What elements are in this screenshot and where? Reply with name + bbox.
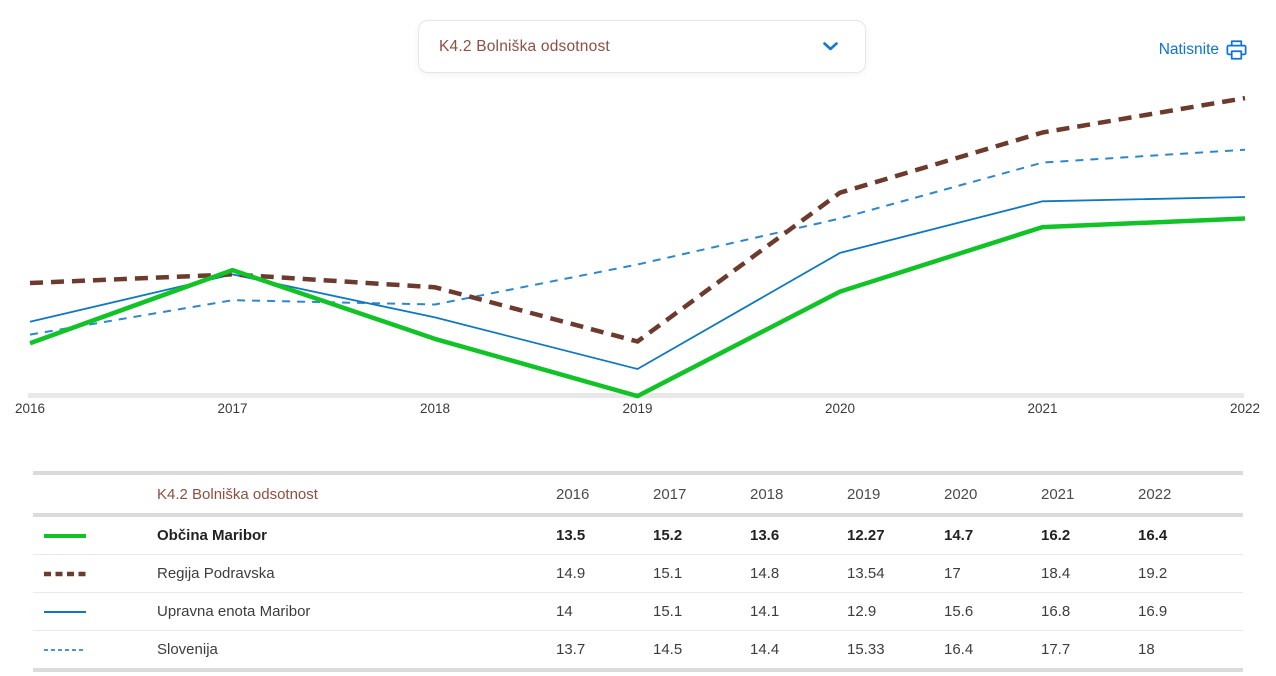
table-column-header: 2018 (750, 485, 784, 503)
x-axis-tick-label: 2020 (825, 401, 855, 416)
x-axis-tick-label: 2016 (15, 401, 45, 416)
table-row: Slovenija 13.7 14.5 14.4 15.33 16.4 17.7 18 (33, 631, 1243, 672)
series-value: 12.9 (847, 603, 877, 620)
series-value: 15.1 (653, 565, 683, 582)
x-axis-tick-label: 2018 (420, 401, 450, 416)
table-title: K4.2 Bolniška odsotnost (157, 485, 318, 503)
chevron-down-icon (823, 42, 838, 51)
table-header-row: K4.2 Bolniška odsotnost 2016 2017 2018 2019 2… (33, 471, 1243, 517)
series-value: 14 (556, 603, 573, 620)
series-value: 13.54 (847, 565, 885, 582)
series-value: 14.5 (653, 641, 683, 658)
series-line-thin-solid (29, 196, 1246, 370)
series-value: 15.33 (847, 641, 885, 658)
metric-select-dropdown[interactable]: K4.2 Bolniška odsotnost (418, 20, 866, 73)
series-line-thick-solid (29, 216, 1246, 399)
series-value: 14.8 (750, 565, 780, 582)
line-swatch-icon (33, 607, 157, 617)
series-value: 13.6 (750, 527, 780, 544)
series-name: Regija Podravska (157, 565, 275, 582)
series-value: 16.2 (1041, 527, 1071, 544)
table-row: Upravna enota Maribor 14 15.1 14.1 12.9 15.6 1… (33, 593, 1243, 631)
series-value: 14.1 (750, 603, 780, 620)
series-name: Občina Maribor (157, 527, 268, 544)
x-axis-tick-label: 2017 (217, 401, 247, 416)
series-value: 13.7 (556, 641, 586, 658)
series-value: 15.1 (653, 603, 683, 620)
series-value: 12.27 (847, 527, 885, 544)
series-value: 13.5 (556, 527, 586, 544)
printer-icon (1226, 40, 1247, 60)
series-value: 18 (1138, 641, 1155, 658)
series-value: 17 (944, 565, 961, 582)
series-value: 15.2 (653, 527, 683, 544)
series-value: 19.2 (1138, 565, 1168, 582)
series-value: 16.4 (944, 641, 974, 658)
print-link-label: Natisnite (1158, 41, 1219, 58)
line-swatch-icon (33, 531, 157, 541)
series-value: 15.6 (944, 603, 974, 620)
series-value: 16.4 (1138, 527, 1168, 544)
table-column-header: 2019 (847, 485, 881, 503)
x-axis-tick-label: 2019 (622, 401, 652, 416)
series-value: 14.4 (750, 641, 780, 658)
series-value: 18.4 (1041, 565, 1071, 582)
x-axis-tick-label: 2021 (1027, 401, 1057, 416)
series-value: 16.8 (1041, 603, 1071, 620)
line-swatch-icon (33, 645, 157, 655)
series-data-table: K4.2 Bolniška odsotnost 2016 2017 2018 2019 2… (33, 471, 1243, 672)
line-swatch-icon (33, 569, 157, 579)
series-line-thin-dashed (29, 148, 1246, 336)
table-column-header: 2022 (1138, 485, 1172, 503)
series-name: Slovenija (157, 641, 218, 658)
table-column-header: 2017 (653, 485, 687, 503)
print-link[interactable]: Natisnite (1159, 37, 1247, 63)
series-value: 14.9 (556, 565, 586, 582)
table-column-header: 2021 (1041, 485, 1075, 503)
table-row: Regija Podravska 14.9 15.1 14.8 13.54 17 18.4 1… (33, 555, 1243, 593)
series-value: 17.7 (1041, 641, 1071, 658)
series-name: Upravna enota Maribor (157, 603, 311, 620)
table-column-header: 2020 (944, 485, 978, 503)
line-chart: 2016 2017 2018 2019 2020 2021 2022 (15, 95, 1260, 416)
series-line-thick-dashed (29, 95, 1246, 344)
series-value: 14.7 (944, 527, 974, 544)
table-column-header: 2016 (556, 485, 590, 503)
table-row: Občina Maribor 13.5 15.2 13.6 12.27 14.7 16.2 1… (33, 517, 1243, 555)
metric-select-value: K4.2 Bolniška odsotnost (439, 37, 610, 55)
series-value: 16.9 (1138, 603, 1168, 620)
x-axis-tick-label: 2022 (1230, 401, 1260, 416)
